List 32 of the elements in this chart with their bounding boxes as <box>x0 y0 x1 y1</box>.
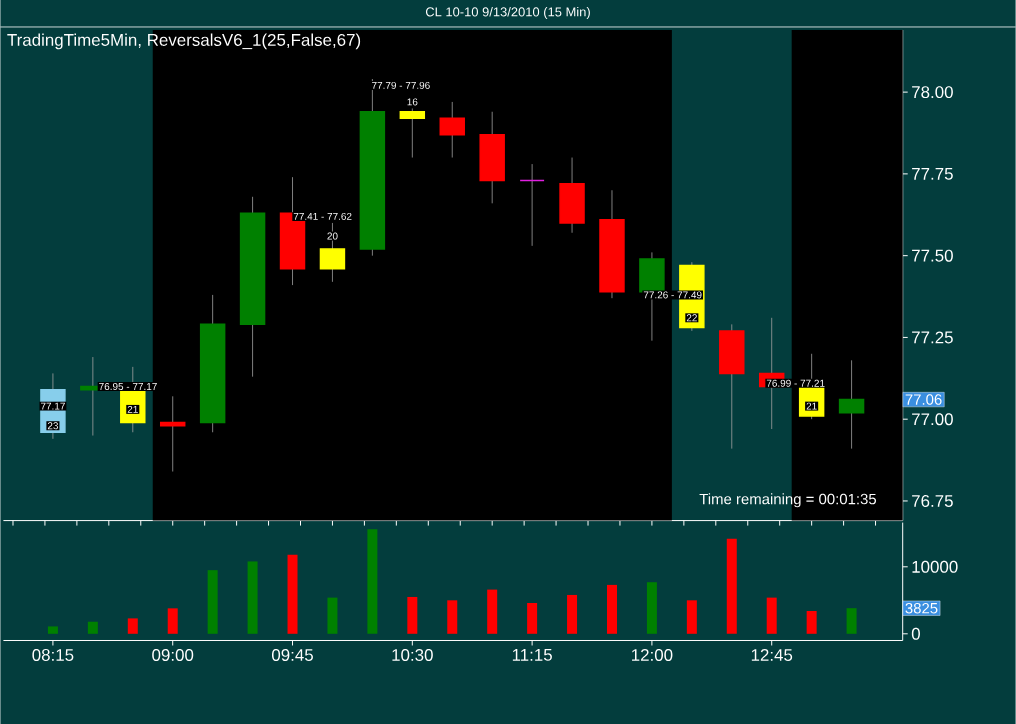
y-tick-label: 0 <box>911 627 920 640</box>
text: 3825 <box>905 602 938 614</box>
x-tick-label: 12:00 <box>632 648 673 661</box>
annotation: 16 <box>407 98 418 106</box>
annotation: 77.17 <box>40 402 65 410</box>
annotation: 22 <box>686 314 697 322</box>
y-tick-label: 10000 <box>912 560 958 573</box>
annotation: 76.95 - 77.17 <box>99 382 157 390</box>
y-tick-label: 76.75 <box>912 494 953 507</box>
x-tick-label: 09:45 <box>272 648 313 661</box>
annotation: 21 <box>127 405 138 413</box>
y-tick-label: 78.00 <box>912 85 953 98</box>
annotation: 77.26 - 77.49 <box>643 291 702 299</box>
y-tick-label: 77.00 <box>912 413 953 425</box>
y-tick-label: 77.25 <box>912 331 953 344</box>
x-tick-label: 12:45 <box>751 648 793 661</box>
x-tick-label: 11:15 <box>512 648 552 661</box>
x-tick-label: 09:00 <box>152 648 194 661</box>
y-tick-label: 77.50 <box>912 249 953 262</box>
x-tick-label: 08:15 <box>32 648 74 661</box>
x-tick-label: 10:30 <box>392 648 433 661</box>
annotation: Time remaining = 00:01:35 <box>699 493 877 508</box>
annotation: 77.06 <box>905 394 942 405</box>
y-tick-label: 77.75 <box>912 167 953 180</box>
annotation: 77.41 - 77.62 <box>293 212 352 220</box>
chart-title: CL 10-10 9/13/2010 (15 Min) <box>425 6 590 19</box>
chart-subtitle: TradingTime5Min, ReversalsV6_1(25,False,67) <box>7 33 361 50</box>
annotation: 20 <box>327 232 338 240</box>
annotation: 76.99 - 77.21 <box>766 379 825 387</box>
annotation: 77.79 - 77.96 <box>372 81 430 89</box>
annotation: 21 <box>806 402 817 410</box>
annotation: 23 <box>47 422 59 430</box>
